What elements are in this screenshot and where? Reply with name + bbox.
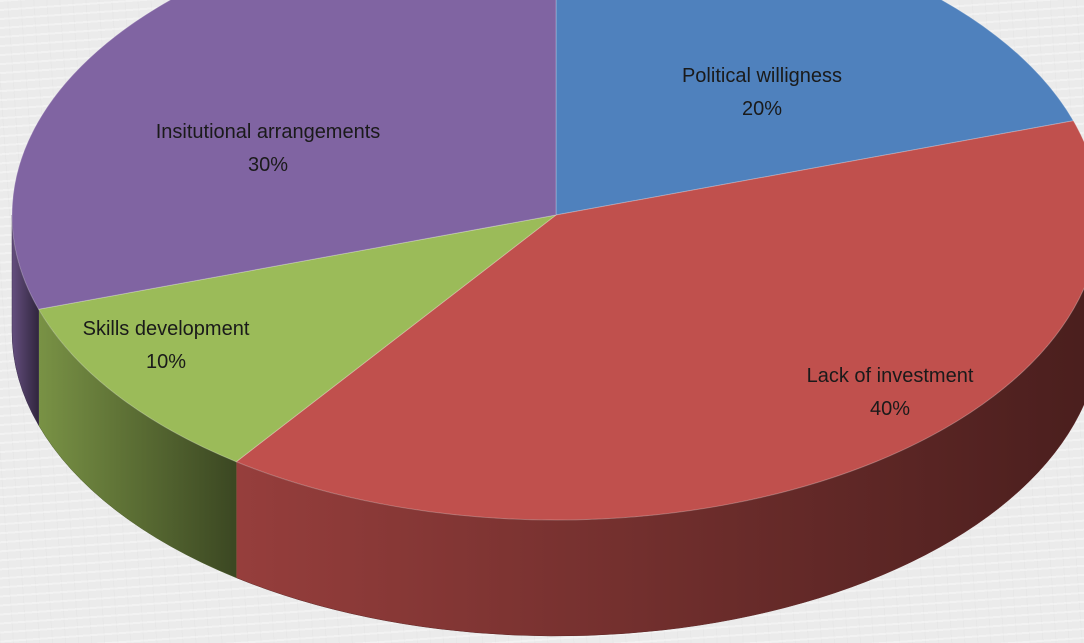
pie-slice-2 bbox=[235, 120, 1084, 521]
slice-label-value-4: 30% bbox=[248, 154, 288, 176]
slice-label-value-1: 20% bbox=[742, 98, 782, 120]
slice-label-name-2: Lack of investment bbox=[807, 365, 974, 387]
pie-slice-3 bbox=[37, 214, 557, 463]
slice-label-name-1: Political willigness bbox=[682, 65, 842, 87]
pie-tops bbox=[11, 0, 1084, 521]
pie-labels: Political willigness 20% Lack of investmen… bbox=[83, 65, 974, 420]
slice-label-name-4: Insitutional arrangements bbox=[156, 121, 381, 143]
slice-label-name-3: Skills development bbox=[83, 318, 250, 340]
pie-slice-4 bbox=[11, 0, 557, 310]
slice-label-value-3: 10% bbox=[146, 351, 186, 373]
pie-slice-1 bbox=[555, 0, 1075, 216]
slice-label-value-2: 40% bbox=[870, 398, 910, 420]
